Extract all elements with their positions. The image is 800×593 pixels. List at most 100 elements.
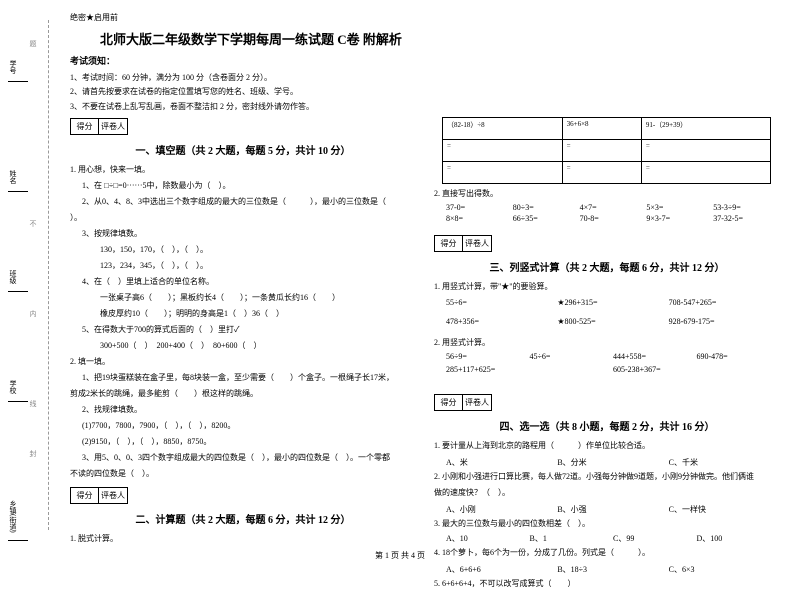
field-id: 学号 [8, 60, 28, 82]
q: ）。 [70, 211, 416, 225]
cell: B、分米 [557, 457, 668, 468]
q: 3. 最大的三位数与最小的四位数相差（ ）。 [434, 517, 780, 531]
cell: 56÷9= [446, 352, 530, 361]
cell: 80÷3= [513, 203, 580, 212]
right-column: （82-18）÷836+6×891-（29+39） === === 2. 直接写… [434, 114, 780, 593]
cell: ★296+315= [557, 298, 668, 307]
q: 2. 填一填。 [70, 355, 416, 369]
q: 橡皮厚约10（ ）；明明的身高是1（ ）36（ ） [70, 307, 416, 321]
fold-line [48, 20, 49, 530]
score-box-1: 得分 评卷人 [70, 118, 128, 135]
cell: 37-0= [446, 203, 513, 212]
score-box-2: 得分 评卷人 [70, 487, 128, 504]
q: 2、找规律填数。 [70, 403, 416, 417]
page-content: 绝密★启用前 北师大版二年级数学下学期每周一练试题 C卷 附解析 考试须知： 1… [70, 12, 780, 537]
cell: 690-478= [697, 352, 781, 361]
cell: 53-3÷9= [713, 203, 780, 212]
cell: 36+6×8 [562, 118, 641, 140]
q: 1. 要计量从上海到北京的路程用（ ）作单位比较合适。 [434, 439, 780, 453]
row: 8×8=66÷35=70-8=9×3-7=37-32-5= [446, 214, 780, 223]
q: 剪成2米长的跳绳，最多能剪（ ）根这样的跳绳。 [70, 387, 416, 401]
exam-title: 北师大版二年级数学下学期每周一练试题 C卷 附解析 [100, 29, 780, 48]
calc-table: （82-18）÷836+6×891-（29+39） === === [442, 117, 771, 184]
marker-label: 评卷人 [463, 395, 491, 410]
q: 2. 用竖式计算。 [434, 336, 780, 350]
cell: B、小强 [557, 504, 668, 515]
q: 一张桌子高6（ ）；黑板约长4（ ）；一条黄瓜长约16（ ） [70, 291, 416, 305]
cell: A、10 [446, 533, 530, 544]
q: 300+500（ ） 200+400（ ） 80+600（ ） [70, 339, 416, 353]
cell: 4×7= [580, 203, 647, 212]
cell: 708-547+265= [669, 298, 780, 307]
row: 37-0=80÷3=4×7=5×3=53-3÷9= [446, 203, 780, 212]
cell: C、千米 [669, 457, 780, 468]
field-township: 乡镇(街道) [8, 500, 28, 541]
row: 56÷9=45÷6=444+558=690-478= [446, 352, 780, 361]
cell: 45÷6= [530, 352, 614, 361]
cell: 37-32-5= [713, 214, 780, 223]
q: 5、在得数大于700的算式后面的（ ）里打✓ [70, 323, 416, 337]
cell: D、100 [697, 533, 781, 544]
marker-label: 评卷人 [99, 488, 127, 503]
q: 做的速度快？（ ）。 [434, 486, 780, 500]
seal-char-2: 线 [28, 400, 38, 410]
cell: = [641, 140, 770, 162]
cell: A、6+6+6 [446, 564, 557, 575]
q: 3、按规律填数。 [70, 227, 416, 241]
cell: C、6×3 [669, 564, 780, 575]
q: 123，234，345，（ ），（ ）。 [70, 259, 416, 273]
left-column: 得分 评卷人 一、填空题（共 2 大题，每题 5 分，共计 10 分） 1. 用… [70, 114, 416, 593]
cell: 478+356= [446, 317, 557, 326]
cell: B、18÷3 [557, 564, 668, 575]
cell: A、小刚 [446, 504, 557, 515]
cell: 91-（29+39） [641, 118, 770, 140]
score-label: 得分 [71, 488, 99, 503]
cell: = [641, 162, 770, 184]
cell: （82-18）÷8 [443, 118, 563, 140]
cell: A、米 [446, 457, 557, 468]
cell: 5×3= [646, 203, 713, 212]
row: 285+117+625=605-238+367= [446, 365, 780, 374]
q: 1. 脱式计算。 [70, 532, 416, 546]
cell: 66÷35= [513, 214, 580, 223]
q: 3、用5、0、0、3四个数字组成最大的四位数是（ ），最小的四位数是（ ）。一个… [70, 451, 416, 465]
q: 2. 直接写出得数。 [434, 187, 780, 201]
q: 1、把19块蛋糕装在盒子里，每8块装一盒，至少需要（ ）个盒子。一根绳子长17米… [70, 371, 416, 385]
seal-char-5: 题 [28, 40, 38, 50]
notice-2: 2、请首先按要求在试卷的指定位置填写您的姓名、班级、学号。 [70, 85, 780, 99]
section-4-title: 四、选一选（共 8 小题，每题 2 分，共计 16 分） [434, 418, 780, 433]
q: 不读的四位数是（ ）。 [70, 467, 416, 481]
row: A、小刚B、小强C、一样快 [446, 504, 780, 515]
q: (2)9150，（ ），（ ），8850，8750。 [70, 435, 416, 449]
cell: C、一样快 [669, 504, 780, 515]
seal-char-3: 内 [28, 310, 38, 320]
field-class: 班级 [8, 270, 28, 292]
row: A、10B、1C、99D、100 [446, 533, 780, 544]
marker-label: 评卷人 [463, 236, 491, 251]
row: A、米B、分米C、千米 [446, 457, 780, 468]
cell: 605-238+367= [613, 365, 780, 374]
cell: = [562, 140, 641, 162]
q: (1)7700，7800，7900，（ ），（ ），8200。 [70, 419, 416, 433]
row: 478+356=★800-525=928-679-175= [446, 317, 780, 326]
row: 55÷6=★296+315=708-547+265= [446, 298, 780, 307]
score-label: 得分 [435, 395, 463, 410]
seal-char-1: 封 [28, 450, 38, 460]
cell: ★800-525= [557, 317, 668, 326]
q: 2. 小刚和小强进行口算比赛，每人做72道。小强每分钟做9道题，小刚9分钟做完。… [434, 470, 780, 484]
cell: 55÷6= [446, 298, 557, 307]
field-name: 姓名 [8, 170, 28, 192]
section-2-title: 二、计算题（共 2 大题，每题 6 分，共计 12 分） [70, 511, 416, 526]
score-label: 得分 [435, 236, 463, 251]
cell: = [443, 162, 563, 184]
score-box-3: 得分 评卷人 [434, 235, 492, 252]
score-label: 得分 [71, 119, 99, 134]
cell: = [443, 140, 563, 162]
seal-char-4: 不 [28, 220, 38, 230]
cell: 70-8= [580, 214, 647, 223]
q: 1. 用竖式计算，带"★"的要验算。 [434, 280, 780, 294]
cell: B、1 [530, 533, 614, 544]
marker-label: 评卷人 [99, 119, 127, 134]
page-footer: 第 1 页 共 4 页 [0, 550, 800, 561]
notice-3: 3、不要在试卷上乱写乱画，卷面不整洁扣 2 分，密封线外请勿作答。 [70, 100, 780, 114]
